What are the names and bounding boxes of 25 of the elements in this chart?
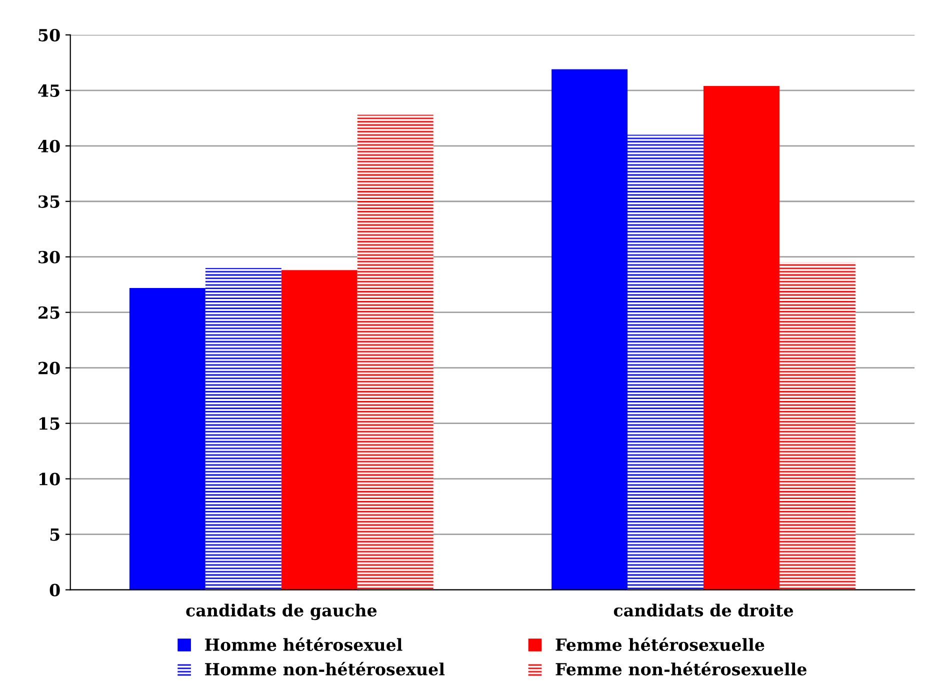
bar <box>552 69 628 590</box>
bar <box>129 288 206 590</box>
y-tick-label: 15 <box>39 417 60 430</box>
legend-label: Femme non-hétérosexuelle <box>556 662 807 676</box>
bar <box>281 270 358 590</box>
y-tick-label: 0 <box>50 584 60 596</box>
bar <box>357 114 434 590</box>
legend-label: Femme hétérosexuelle <box>556 637 764 652</box>
legend-label: Homme non-hétérosexuel <box>205 662 445 676</box>
bar <box>704 86 780 590</box>
y-tick-label: 45 <box>38 84 60 97</box>
bar <box>205 268 282 590</box>
y-tick-label: 25 <box>38 306 60 319</box>
y-tick-label: 20 <box>38 362 60 374</box>
y-tick-label: 50 <box>38 28 60 42</box>
bar <box>779 262 856 590</box>
x-tick-label: candidats de gauche <box>186 604 377 620</box>
y-tick-label: 35 <box>38 195 60 208</box>
y-tick-label: 5 <box>50 528 60 541</box>
x-tick-label: candidats de droite <box>614 604 794 617</box>
bar <box>628 134 704 590</box>
y-tick-label: 40 <box>38 140 60 152</box>
y-tick-label: 30 <box>38 250 60 264</box>
legend-label: Homme hétérosexuel <box>205 637 402 652</box>
y-tick-label: 10 <box>39 472 60 486</box>
